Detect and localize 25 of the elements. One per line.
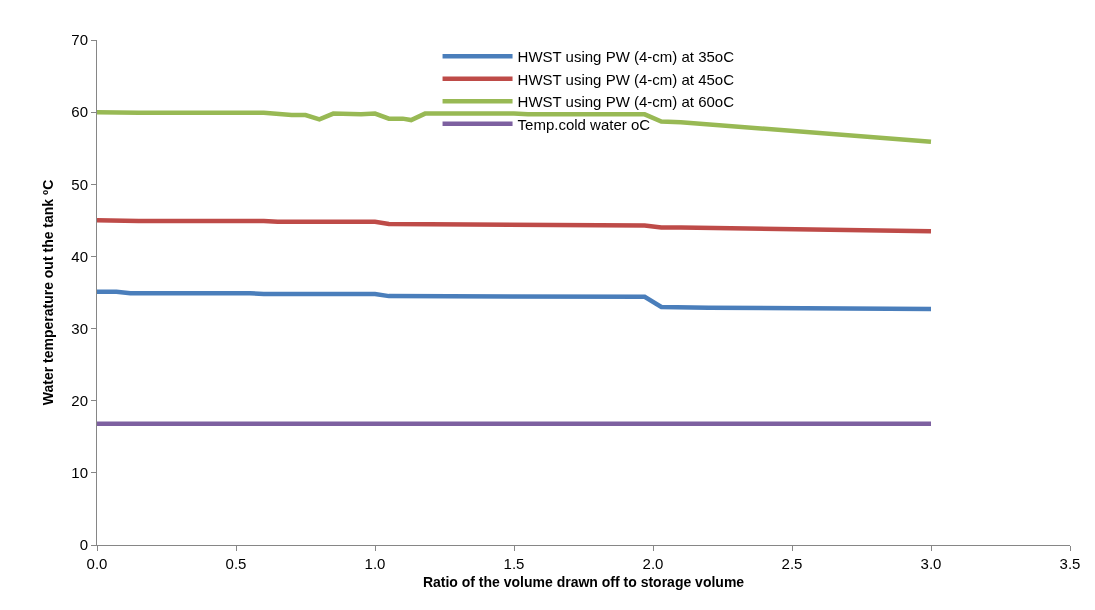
x-tick-label: 0.5 xyxy=(225,555,247,572)
legend-label: Temp.cold water oC xyxy=(517,115,651,133)
x-tick-label: 3.0 xyxy=(920,555,942,572)
y-tick-label: 70 xyxy=(71,31,88,49)
y-tick-label: 30 xyxy=(71,319,88,337)
y-axis-title: Water temperature out the tank ºC xyxy=(39,179,56,406)
line-series xyxy=(97,289,934,312)
y-tick-label: 40 xyxy=(71,247,88,265)
x-tick-label: 1.0 xyxy=(364,555,386,572)
y-tick-label: 0 xyxy=(79,536,88,554)
legend-label: HWST using PW (4-cm) at 35oC xyxy=(517,48,735,66)
x-tick-label: 3.5 xyxy=(1059,555,1081,572)
legend-label: HWST using PW (4-cm) at 60oC xyxy=(517,93,735,111)
x-tick-label: 1.5 xyxy=(503,555,525,572)
y-tick-label: 60 xyxy=(71,103,88,121)
y-tick-label: 20 xyxy=(71,391,88,409)
legend-label: HWST using PW (4-cm) at 45oC xyxy=(517,70,735,88)
y-tick-label: 10 xyxy=(71,464,88,482)
line-series xyxy=(97,218,934,234)
x-tick-label: 2.5 xyxy=(781,555,803,572)
line-series xyxy=(97,109,934,144)
x-tick-label: 2.0 xyxy=(642,555,664,572)
x-tick-label: 0.0 xyxy=(86,555,108,572)
x-axis-title: Ratio of the volume drawn off to storage volume xyxy=(422,574,745,591)
y-tick-label: 50 xyxy=(71,175,88,193)
